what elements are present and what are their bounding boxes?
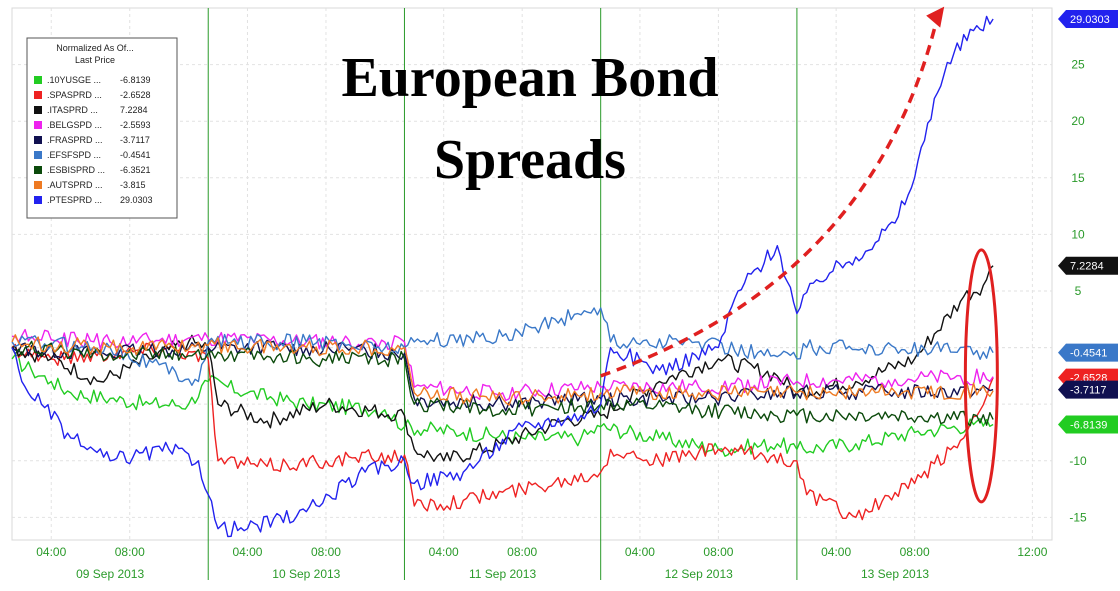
y-tick-label: -15 <box>1069 510 1087 524</box>
x-tick-label: 08:00 <box>900 545 930 559</box>
x-tick-label: 08:00 <box>507 545 537 559</box>
x-tick-label: 04:00 <box>821 545 851 559</box>
legend-name: .PTESPRD ... <box>47 195 102 205</box>
x-day-label: 09 Sep 2013 <box>76 567 144 581</box>
tag-shape <box>1058 9 1118 28</box>
x-axis: 04:00 08:00 04:00 08:00 04:00 08:00 04:00 08:00… <box>36 545 1047 581</box>
legend-value: -6.8139 <box>120 75 151 85</box>
last-price-tags: -6.8139-2.65287.2284-3.7117-0.454129.030… <box>1058 9 1118 434</box>
day-separators <box>207 8 798 580</box>
legend-value: -0.4541 <box>120 150 151 160</box>
x-day-label: 11 Sep 2013 <box>469 567 536 581</box>
last-price-tag: 29.0303 <box>1058 9 1118 28</box>
legend-swatch <box>34 196 42 204</box>
x-day-label: 12 Sep 2013 <box>665 567 733 581</box>
legend-name: .ESBISPRD ... <box>47 165 105 175</box>
x-tick-label: 08:00 <box>703 545 733 559</box>
legend-swatch <box>34 151 42 159</box>
legend-value: -6.3521 <box>120 165 151 175</box>
tag-value: -6.8139 <box>1070 420 1107 432</box>
x-tick-label: 04:00 <box>429 545 459 559</box>
title-line-1: European Bond <box>341 47 718 109</box>
trend-arrow <box>600 13 940 378</box>
y-axis: 25 20 15 10 5 -10 -15 <box>1069 58 1087 525</box>
legend-swatch <box>34 181 42 189</box>
legend-name: .BELGSPD ... <box>47 120 102 130</box>
series-line-2 <box>11 342 994 521</box>
x-day-label: 10 Sep 2013 <box>272 567 340 581</box>
legend-value: -2.5593 <box>120 120 151 130</box>
last-price-tag: -0.4541 <box>1058 343 1118 362</box>
tag-shape <box>1058 380 1118 399</box>
trend-arrow-head <box>926 6 945 28</box>
legend-swatch <box>34 121 42 129</box>
last-price-tag: 7.2284 <box>1058 256 1118 275</box>
series-line-3 <box>11 265 994 463</box>
series-line-7 <box>11 340 994 427</box>
series-line-8 <box>11 334 994 406</box>
legend-swatch <box>34 91 42 99</box>
legend-name: .EFSFSPD ... <box>47 150 101 160</box>
legend-value: -3.7117 <box>120 135 150 145</box>
x-tick-label: 08:00 <box>311 545 341 559</box>
legend-swatch <box>34 76 42 84</box>
legend-swatch <box>34 166 42 174</box>
tag-shape <box>1058 415 1118 434</box>
grid-lines <box>11 7 1053 541</box>
last-price-tag: -6.8139 <box>1058 415 1118 434</box>
tag-shape <box>1058 343 1118 362</box>
annotations <box>600 6 999 504</box>
x-tick-label: 04:00 <box>232 545 262 559</box>
x-tick-label: 04:00 <box>36 545 66 559</box>
legend-header-1: Normalized As Of... <box>56 43 134 53</box>
series-line-1 <box>11 353 994 457</box>
legend-name: .10YUSGE ... <box>47 75 101 85</box>
plot-frame <box>11 7 1053 541</box>
legend-value: -2.6528 <box>120 90 151 100</box>
tag-value: 7.2284 <box>1070 261 1104 273</box>
tag-shape <box>1058 256 1118 275</box>
legend-swatch <box>34 136 42 144</box>
last-price-tag: -3.7117 <box>1058 380 1118 399</box>
x-tick-label: 12:00 <box>1017 545 1047 559</box>
x-day-label: 13 Sep 2013 <box>861 567 929 581</box>
x-tick-label: 08:00 <box>115 545 145 559</box>
legend-header-2: Last Price <box>75 55 115 65</box>
y-tick-label: 10 <box>1071 227 1085 241</box>
series-line-6 <box>11 307 994 386</box>
x-tick-label: 04:00 <box>625 545 655 559</box>
tag-value: 29.0303 <box>1070 14 1110 26</box>
series-line-4 <box>11 328 994 402</box>
highlight-ellipse <box>963 248 999 504</box>
legend: Normalized As Of... Last Price .10YUSGE … <box>26 37 178 219</box>
series-line-9 <box>11 15 994 538</box>
legend-swatch <box>34 106 42 114</box>
y-tick-label: 15 <box>1071 171 1085 185</box>
tag-value: -3.7117 <box>1070 385 1107 397</box>
legend-box <box>26 37 178 219</box>
chart-title: European Bond Spreads <box>341 47 718 191</box>
y-tick-label: 5 <box>1075 284 1082 298</box>
series-lines <box>11 15 994 538</box>
y-tick-label: 20 <box>1071 114 1085 128</box>
y-tick-label: 25 <box>1071 58 1085 72</box>
title-line-2: Spreads <box>434 129 626 191</box>
legend-value: 29.0303 <box>120 195 153 205</box>
legend-name: .AUTSPRD ... <box>47 180 103 190</box>
series-line-5 <box>11 339 994 412</box>
tag-value: -0.4541 <box>1070 348 1107 360</box>
y-tick-label: -10 <box>1069 454 1087 468</box>
legend-name: .SPASPRD ... <box>47 90 102 100</box>
legend-name: .FRASPRD ... <box>47 135 103 145</box>
legend-value: 7.2284 <box>120 105 148 115</box>
legend-value: -3.815 <box>120 180 146 190</box>
legend-name: .ITASPRD ... <box>47 105 98 115</box>
